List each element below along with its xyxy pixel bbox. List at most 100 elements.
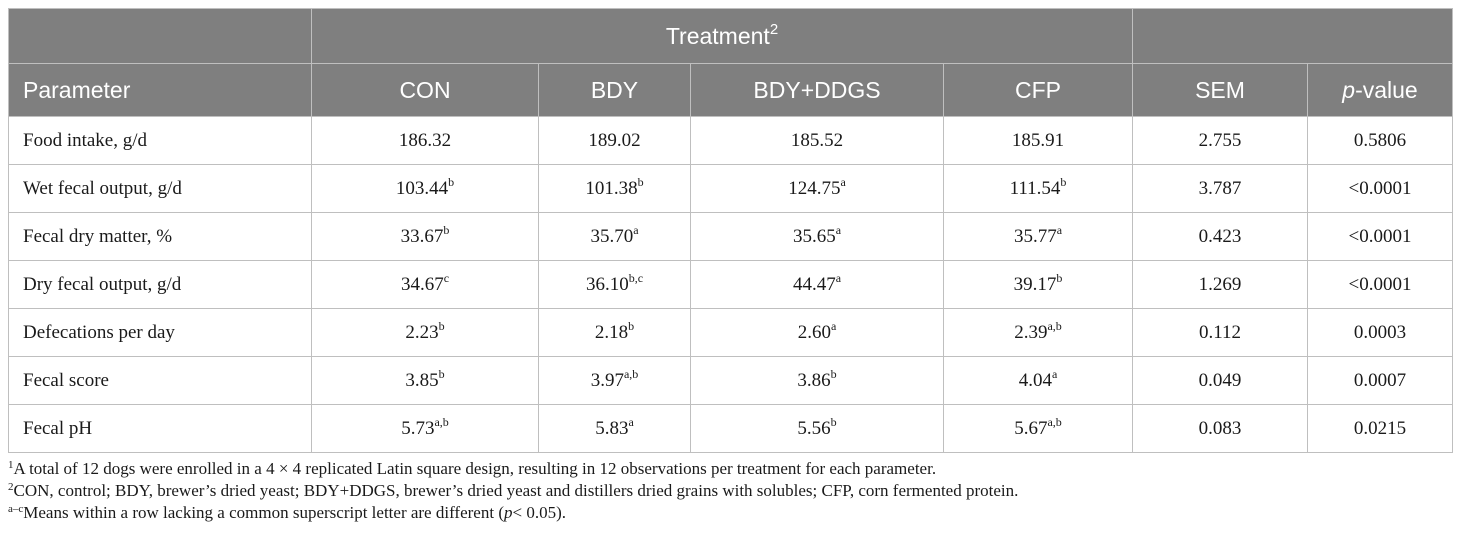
cell-superscript: b — [443, 222, 450, 237]
cell-sem: 0.423 — [1132, 212, 1308, 261]
footnote-3-mark: a–c — [8, 503, 24, 515]
cell-superscript: a,b — [623, 366, 639, 381]
cell-superscript: a,b — [1047, 414, 1062, 429]
cell-value: 2.60 — [797, 321, 831, 343]
footnote-2-text: CON, control; BDY, brewer’s dried yeast;… — [13, 481, 1019, 500]
cell-bdy-ddgs: 5.56b — [690, 404, 944, 453]
cell-bdy: 2.18b — [538, 308, 691, 357]
cell-value: 3.85 — [405, 369, 439, 391]
cell-value: 3.86 — [797, 369, 831, 391]
treatment-header: Treatment2 — [311, 8, 1133, 64]
cell-bdy-ddgs: 35.65a — [690, 212, 944, 261]
cell-pvalue: <0.0001 — [1307, 260, 1453, 309]
sem-header: SEM — [1132, 63, 1308, 117]
cell-value: 189.02 — [588, 129, 641, 151]
cell-value: 36.10 — [585, 273, 629, 295]
cell-value: 111.54 — [1009, 177, 1061, 199]
cell-bdy: 35.70a — [538, 212, 691, 261]
table-body: Food intake, g/d 186.32 189.02 185.52 185.91… — [8, 116, 1453, 453]
footnote-3-p: p — [503, 503, 513, 522]
footnote-2-mark: 2 — [8, 481, 14, 493]
cell-bdy: 3.97a,b — [538, 356, 691, 405]
row-label: Fecal score — [8, 356, 312, 405]
treatment-footnote-mark: 2 — [769, 20, 779, 38]
cell-bdy-ddgs: 3.86b — [690, 356, 944, 405]
cell-bdy: 189.02 — [538, 116, 691, 165]
cell-superscript: b,c — [628, 270, 644, 285]
footnote-3-text-a: Means within a row lacking a common supe… — [23, 503, 504, 522]
cell-value: 4.04 — [1018, 369, 1052, 391]
cell-value: 2.18 — [594, 321, 629, 343]
cell-superscript: a,b — [434, 414, 449, 429]
cell-value: 2.23 — [405, 321, 439, 343]
cell-value: 5.56 — [797, 417, 831, 439]
table-row: Fecal dry matter, % 33.67b 35.70a 35.65a 35.… — [8, 212, 1453, 261]
table-row: Defecations per day 2.23b 2.18b 2.60a 2.39a,… — [8, 308, 1453, 357]
cell-superscript: b — [637, 174, 644, 189]
cell-value: 35.70 — [590, 225, 634, 247]
cell-value: 185.52 — [790, 129, 844, 151]
cell-superscript: b — [438, 366, 445, 381]
results-table-container: Treatment2 Parameter CON BDY BDY+DDGS CF… — [8, 8, 1453, 524]
cell-superscript: a — [1056, 222, 1063, 237]
cell-cfp: 4.04a — [943, 356, 1133, 405]
cell-bdy-ddgs: 185.52 — [690, 116, 944, 165]
footnote-1-mark: 1 — [8, 459, 14, 471]
cell-bdy: 101.38b — [538, 164, 691, 213]
cell-pvalue: 0.0003 — [1307, 308, 1453, 357]
cell-con: 34.67c — [311, 260, 539, 309]
cell-value: 5.67 — [1014, 417, 1048, 439]
cell-bdy-ddgs: 124.75a — [690, 164, 944, 213]
cell-sem: 1.269 — [1132, 260, 1308, 309]
cell-value: 34.67 — [400, 273, 444, 295]
table-row: Wet fecal output, g/d 103.44b 101.38b 124.7… — [8, 164, 1453, 213]
cell-superscript: b — [628, 318, 635, 333]
row-label: Defecations per day — [8, 308, 312, 357]
cell-value: 185.91 — [1011, 129, 1065, 151]
cell-pvalue: 0.5806 — [1307, 116, 1453, 165]
cell-value: 124.75 — [788, 177, 841, 199]
treatment-con-header: CON — [311, 63, 539, 117]
cell-con: 2.23b — [311, 308, 539, 357]
table-row: Food intake, g/d 186.32 189.02 185.52 185.91… — [8, 116, 1453, 165]
cell-value: 101.38 — [585, 177, 638, 199]
cell-bdy: 36.10b,c — [538, 260, 691, 309]
cell-sem: 0.112 — [1132, 308, 1308, 357]
cell-bdy-ddgs: 44.47a — [690, 260, 944, 309]
cell-cfp: 35.77a — [943, 212, 1133, 261]
cell-superscript: a — [840, 174, 846, 189]
cell-value: 3.97 — [590, 369, 624, 391]
footnotes: 1A total of 12 dogs were enrolled in a 4… — [8, 458, 1452, 524]
footnote-1-text: A total of 12 dogs were enrolled in a 4 … — [13, 459, 937, 478]
pvalue-p: p — [1342, 76, 1356, 103]
cell-superscript: a — [830, 318, 837, 333]
table-row: Fecal pH 5.73a,b 5.83a 5.56b 5.67a,b 0.083 0.0… — [8, 404, 1453, 453]
footnote-1: 1A total of 12 dogs were enrolled in a 4… — [8, 458, 1452, 480]
cell-bdy: 5.83a — [538, 404, 691, 453]
cell-con: 103.44b — [311, 164, 539, 213]
table-row: Dry fecal output, g/d 34.67c 36.10b,c 44.47… — [8, 260, 1453, 309]
row-label: Fecal pH — [8, 404, 312, 453]
footnote-3: a–cMeans within a row lacking a common s… — [8, 502, 1452, 524]
cell-cfp: 2.39a,b — [943, 308, 1133, 357]
row-label: Wet fecal output, g/d — [8, 164, 312, 213]
cell-sem: 3.787 — [1132, 164, 1308, 213]
cell-pvalue: <0.0001 — [1307, 212, 1453, 261]
cell-value: 39.17 — [1013, 273, 1057, 295]
cell-pvalue: 0.0215 — [1307, 404, 1453, 453]
cell-value: 2.39 — [1014, 321, 1048, 343]
table-row: Fecal score 3.85b 3.97a,b 3.86b 4.04a 0.049 0.… — [8, 356, 1453, 405]
cell-value: 5.73 — [401, 417, 435, 439]
cell-superscript: a — [633, 222, 639, 237]
cell-cfp: 39.17b — [943, 260, 1133, 309]
cell-superscript: b — [1060, 174, 1067, 189]
cell-bdy-ddgs: 2.60a — [690, 308, 944, 357]
cell-value: 35.77 — [1013, 225, 1057, 247]
treatment-label: Treatment — [665, 22, 770, 49]
row-label: Food intake, g/d — [8, 116, 312, 165]
cell-con: 5.73a,b — [311, 404, 539, 453]
pvalue-header: p-value — [1307, 63, 1453, 117]
treatment-cfp-header: CFP — [943, 63, 1133, 117]
cell-sem: 0.049 — [1132, 356, 1308, 405]
cell-sem: 2.755 — [1132, 116, 1308, 165]
